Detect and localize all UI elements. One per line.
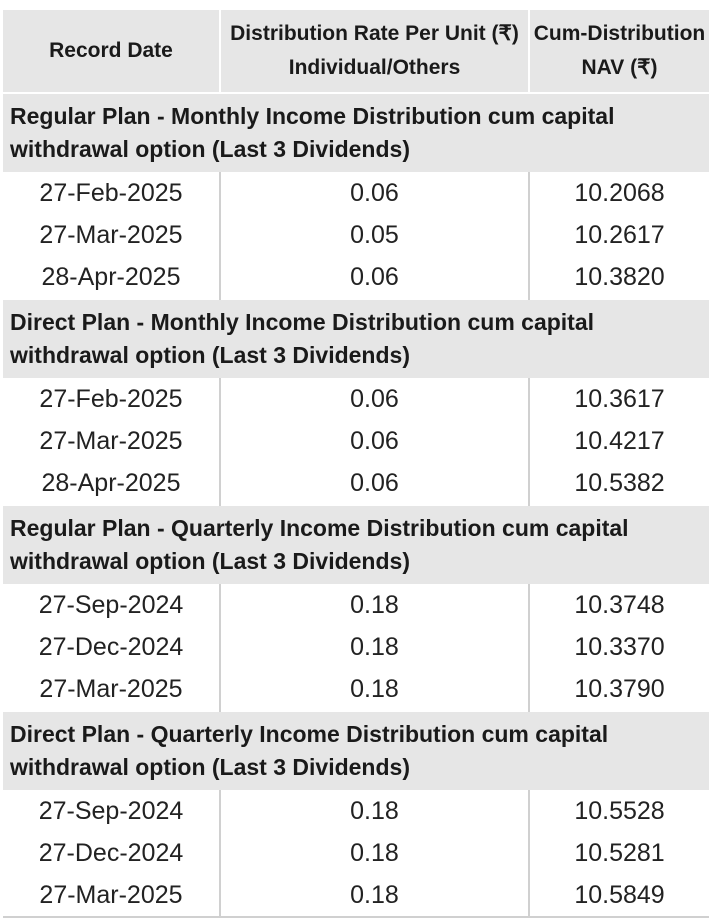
record-date-cell: 27-Dec-2024 [38,838,184,867]
table-row: 27-Feb-2025 0.06 10.2068 [3,172,709,214]
record-date-cell: 27-Mar-2025 [39,220,183,249]
distribution-rate-cell: 0.06 [219,172,529,214]
record-date-cell: 27-Feb-2025 [39,384,183,413]
record-date-cell: 28-Apr-2025 [41,468,181,497]
distribution-table: Record Date Distribution Rate Per Unit (… [3,10,709,918]
table-row: 27-Dec-2024 0.18 10.5281 [3,832,709,874]
record-date-cell: 27-Sep-2024 [38,590,184,619]
section-title: Direct Plan - Quarterly Income Distribut… [3,710,709,790]
distribution-rate-cell: 0.05 [219,214,529,256]
table-row: 27-Mar-2025 0.06 10.4217 [3,420,709,462]
distribution-rate-cell: 0.06 [219,420,529,462]
record-date-cell: 27-Feb-2025 [39,178,183,207]
section-header: Regular Plan - Quarterly Income Distribu… [3,504,709,584]
nav-cell: 10.2617 [528,214,709,256]
table-row: 27-Sep-2024 0.18 10.3748 [3,584,709,626]
nav-cell: 10.3617 [528,378,709,420]
table-header-row: Record Date Distribution Rate Per Unit (… [3,10,709,93]
record-date-cell: 27-Mar-2025 [39,426,183,455]
record-date-cell: 27-Mar-2025 [3,874,220,918]
header-record-date: Record Date [3,10,220,93]
record-date-cell: 27-Mar-2025 [39,674,183,703]
distribution-rate-cell: 0.18 [219,668,529,711]
distribution-rate-cell: 0.18 [219,790,529,832]
section-title: Regular Plan - Quarterly Income Distribu… [3,504,709,584]
section-title: Regular Plan - Monthly Income Distributi… [3,92,709,172]
record-date-cell: 28-Apr-2025 [41,262,181,291]
record-date-cell: 27-Sep-2024 [38,796,184,825]
nav-cell: 10.5849 [528,874,709,918]
table-row: 28-Apr-2025 0.06 10.5382 [3,462,709,505]
nav-cell: 10.5528 [528,790,709,832]
nav-cell: 10.2068 [528,172,709,214]
distribution-rate-cell: 0.06 [219,256,529,299]
section-title: Direct Plan - Monthly Income Distributio… [3,298,709,378]
section-header: Direct Plan - Monthly Income Distributio… [3,298,709,378]
record-date-cell: 27-Dec-2024 [38,632,184,661]
table-row: 28-Apr-2025 0.06 10.3820 [3,256,709,299]
table-row: 27-Mar-2025 0.18 10.5849 [3,874,709,918]
table-row: 27-Mar-2025 0.05 10.2617 [3,214,709,256]
nav-cell: 10.3820 [528,256,709,299]
table-row: 27-Sep-2024 0.18 10.5528 [3,790,709,832]
nav-cell: 10.3370 [528,626,709,668]
nav-cell: 10.4217 [528,420,709,462]
header-cum-distribution-nav: Cum-Distribution NAV (₹) [528,10,709,93]
distribution-rate-cell: 0.06 [219,378,529,420]
nav-cell: 10.5382 [528,462,709,505]
distribution-rate-cell: 0.18 [219,874,529,918]
header-distribution-rate: Distribution Rate Per Unit (₹) Individua… [219,10,529,93]
section-header: Regular Plan - Monthly Income Distributi… [3,92,709,172]
table-row: 27-Feb-2025 0.06 10.3617 [3,378,709,420]
distribution-rate-cell: 0.18 [219,626,529,668]
section-header: Direct Plan - Quarterly Income Distribut… [3,710,709,790]
nav-cell: 10.3748 [528,584,709,626]
distribution-rate-cell: 0.06 [219,462,529,505]
distribution-rate-cell: 0.18 [219,584,529,626]
distribution-rate-cell: 0.18 [219,832,529,874]
table-row: 27-Dec-2024 0.18 10.3370 [3,626,709,668]
table-row: 27-Mar-2025 0.18 10.3790 [3,668,709,711]
nav-cell: 10.5281 [528,832,709,874]
nav-cell: 10.3790 [528,668,709,711]
